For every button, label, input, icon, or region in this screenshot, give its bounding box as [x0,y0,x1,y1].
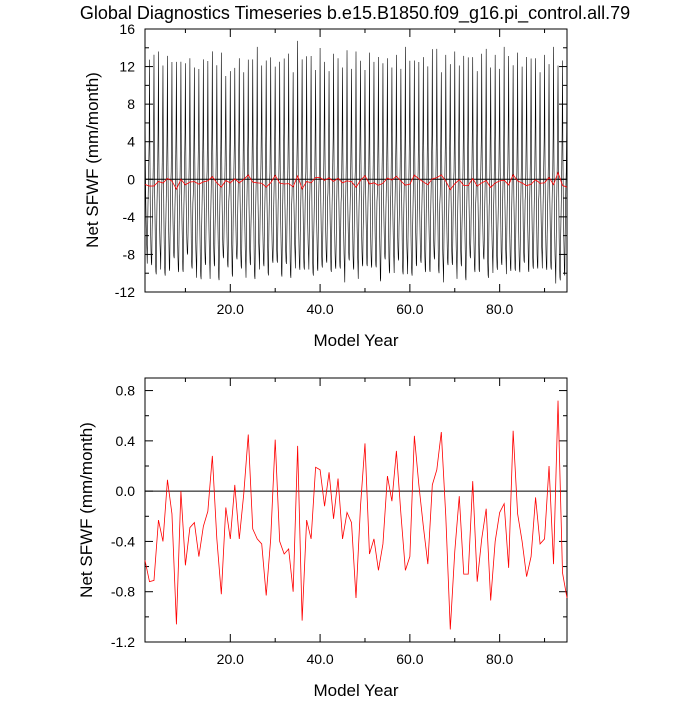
top-annual-series [144,171,568,191]
top-y-tick-labels: -12 -8 -4 0 4 8 12 16 [115,21,135,300]
bottom-annual-series [144,400,568,630]
bottom-y-tick-labels: -1.2 -0.8 -0.4 0.0 0.4 0.8 [111,383,135,650]
bottom-y-tick-label: 0.8 [116,383,136,399]
top-x-tick-label: 20.0 [217,301,244,317]
top-y-axis-label: Net SFWF (mm/month) [83,72,102,248]
bottom-y-tick-label: -0.8 [111,584,135,600]
top-panel: 20.0 40.0 60.0 80.0 -12 -8 -4 0 4 8 12 16 Model Ye… [83,21,568,350]
top-x-tick-label: 40.0 [306,301,333,317]
monthly-net-sfwf-line [144,40,568,284]
top-y-tick-label: 4 [127,134,135,150]
annual-net-sfwf-line [144,400,568,630]
bottom-plot-frame [144,377,568,643]
bottom-x-tick-label: 80.0 [486,651,513,667]
chart-title: Global Diagnostics Timeseries b.e15.B185… [80,3,630,24]
bottom-x-tick-label: 40.0 [306,651,333,667]
top-y-tick-label: -12 [115,284,135,300]
top-y-tick-label: 16 [119,21,135,37]
top-x-axis-label: Model Year [313,331,398,350]
bottom-x-tick-label: 20.0 [217,651,244,667]
top-y-tick-label: 0 [127,171,135,187]
bottom-panel: 20.0 40.0 60.0 80.0 -1.2 -0.8 -0.4 0.0 0.4 0.8 M… [77,377,568,700]
top-x-tick-labels: 20.0 40.0 60.0 80.0 [217,301,514,317]
bottom-x-axis-label: Model Year [313,681,398,700]
bottom-y-axis-label: Net SFWF (mm/month) [77,422,96,598]
top-y-tick-label: 8 [127,96,135,112]
bottom-y-tick-label: 0.0 [116,483,136,499]
bottom-y-tick-label: 0.4 [116,433,136,449]
bottom-y-tick-label: -1.2 [111,634,135,650]
top-monthly-series [144,40,568,284]
top-y-tick-label: -4 [123,209,136,225]
bottom-x-tick-label: 60.0 [396,651,423,667]
annual-net-sfwf-line [144,171,568,191]
top-x-tick-label: 60.0 [396,301,423,317]
top-y-tick-label: -8 [123,246,136,262]
top-y-tick-label: 12 [119,59,135,75]
bottom-x-tick-labels: 20.0 40.0 60.0 80.0 [217,651,514,667]
top-x-tick-label: 80.0 [486,301,513,317]
bottom-y-tick-label: -0.4 [111,533,135,549]
